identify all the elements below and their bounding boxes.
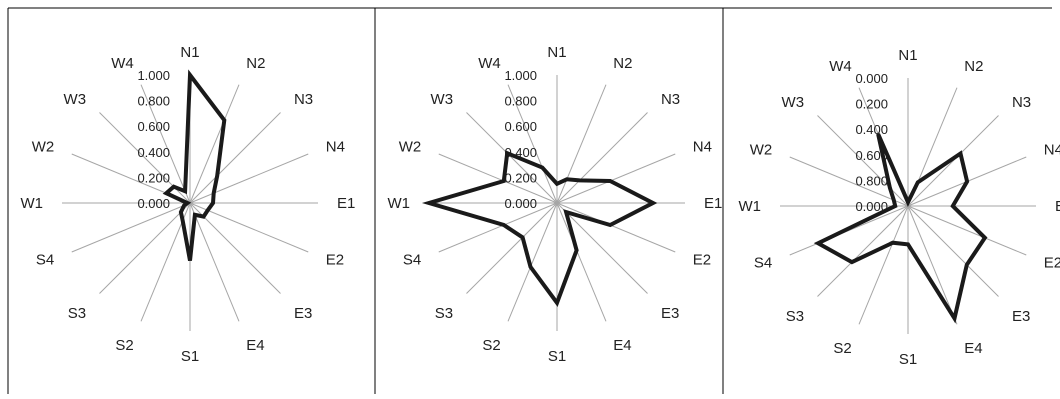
category-label-s3: S3	[68, 305, 86, 322]
tick-label: 0.800	[855, 173, 888, 188]
category-label-s3: S3	[435, 305, 453, 322]
category-label-n2: N2	[613, 55, 632, 72]
category-label-w4: W4	[478, 55, 501, 72]
category-label-n4: N4	[326, 139, 345, 156]
category-label-e2: E2	[326, 251, 344, 268]
radar-chart-2: 0.0000.2000.4000.6000.8001.000N1N2N3N4E1…	[388, 44, 723, 365]
category-label-s4: S4	[403, 251, 421, 268]
category-label-s2: S2	[482, 337, 500, 354]
category-label-n4: N4	[1044, 142, 1060, 159]
category-label-e3: E3	[294, 305, 312, 322]
category-label-w3: W3	[64, 91, 87, 108]
series-line	[429, 153, 653, 303]
category-label-s2: S2	[115, 337, 133, 354]
category-label-w1: W1	[21, 195, 44, 212]
category-label-s2: S2	[833, 340, 851, 357]
category-label-s4: S4	[754, 254, 772, 271]
tick-label: 0.400	[137, 145, 170, 160]
category-label-e3: E3	[1012, 308, 1030, 325]
category-label-s1: S1	[548, 348, 566, 365]
tick-label: 0.800	[504, 94, 537, 109]
category-label-n1: N1	[180, 44, 199, 61]
tick-label: 0.200	[504, 170, 537, 185]
spoke-e3	[908, 206, 999, 297]
category-label-w4: W4	[111, 55, 134, 72]
category-label-w3: W3	[431, 91, 454, 108]
category-label-n4: N4	[693, 139, 712, 156]
tick-label: 0.200	[855, 97, 888, 112]
category-label-n1: N1	[898, 47, 917, 64]
tick-label: 0.600	[137, 119, 170, 134]
category-label-s4: S4	[36, 251, 54, 268]
category-label-n1: N1	[547, 44, 566, 61]
spoke-n3	[557, 112, 648, 203]
category-label-w3: W3	[782, 94, 805, 111]
tick-label: 0.000	[855, 71, 888, 86]
category-label-n3: N3	[661, 91, 680, 108]
spoke-e3	[557, 203, 648, 294]
category-label-n2: N2	[964, 58, 983, 75]
radar-chart-1: 0.000 0.200 0.400 0.600 0.800 1.000 N1 N2 N3 N4 E1…	[21, 44, 356, 365]
category-label-e3: E3	[661, 305, 679, 322]
category-label-e1: E1	[337, 195, 355, 212]
spoke-n3	[190, 112, 281, 203]
category-label-e1: E1	[704, 195, 722, 212]
category-label-s1: S1	[181, 348, 199, 365]
category-label-w2: W2	[750, 142, 773, 159]
category-label-w2: W2	[399, 139, 422, 156]
category-label-w4: W4	[829, 58, 852, 75]
tick-label: 0.200	[137, 170, 170, 185]
category-label-e4: E4	[613, 337, 631, 354]
tick-label: 1.000	[504, 68, 537, 83]
tick-label: 0.000	[137, 196, 170, 211]
category-label-e4: E4	[964, 340, 982, 357]
category-label-w1: W1	[739, 198, 762, 215]
tick-labels: 0.000 0.200 0.400 0.600 0.800 1.000	[137, 68, 170, 211]
category-label-n2: N2	[246, 55, 265, 72]
tick-label: 0.000	[504, 196, 537, 211]
tick-label: 1.000	[137, 68, 170, 83]
category-label-e4: E4	[246, 337, 264, 354]
category-label-e1: E1	[1055, 198, 1060, 215]
category-label-e2: E2	[1044, 254, 1060, 271]
category-label-n3: N3	[1012, 94, 1031, 111]
tick-label: 0.400	[855, 122, 888, 137]
category-label-s1: S1	[899, 351, 917, 368]
tick-label: 0.800	[137, 94, 170, 109]
category-label-n3: N3	[294, 91, 313, 108]
spoke-s3	[99, 203, 190, 294]
radar-chart-3: 0.0000.8000.6000.4000.2000.000N1N2N3N4E1…	[739, 47, 1060, 368]
category-label-e2: E2	[693, 251, 711, 268]
category-label-w2: W2	[32, 139, 55, 156]
category-label-s3: S3	[786, 308, 804, 325]
tick-label: 0.600	[504, 119, 537, 134]
series-line	[818, 134, 985, 318]
category-label-w1: W1	[388, 195, 411, 212]
